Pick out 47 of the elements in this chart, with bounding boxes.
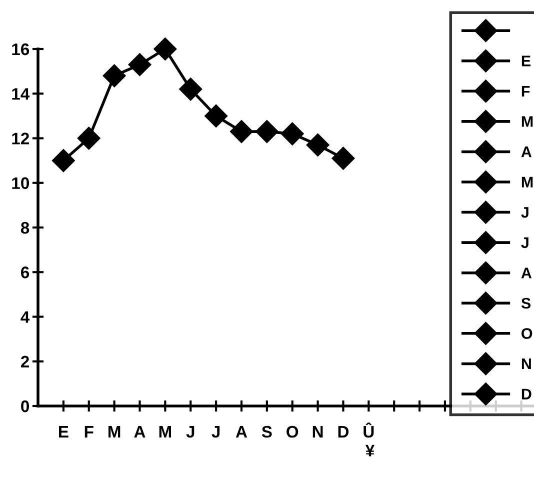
y-tick-label: 16 [12,43,30,56]
point [332,146,355,170]
point [255,120,278,144]
legend-label: M [522,116,533,127]
y-tick-label: 8 [20,222,30,234]
legend-label: O [522,328,532,339]
x-tick-label: M [159,426,172,438]
x-tick-label: M [108,426,120,438]
x-tick-label: J [212,426,220,438]
point [128,53,152,76]
x-tick-label: J [186,426,194,438]
legend-label: M [522,176,533,188]
point [179,78,202,101]
y-tick-label: 6 [21,266,30,278]
point [306,133,330,156]
x-tick-label: S [262,426,272,438]
y-tick-label: 0 [21,400,29,412]
x-tick-label: A [236,426,248,438]
y-tick-label: 4 [20,311,30,323]
legend-label: A [521,268,532,278]
point [280,122,304,146]
point [230,120,253,144]
x-tick-label: D [338,426,349,438]
legend-label: F [522,86,530,96]
x-tick-label: F [84,426,94,438]
legend-label: D [522,388,532,400]
point [52,149,75,172]
x-tick-label: E [58,426,68,438]
x-tick-label: A [134,426,146,438]
point [77,126,100,150]
point [204,104,228,128]
x-tick-label: N [312,426,323,438]
y-tick-label: 14 [12,88,30,100]
legend-label: J [521,237,528,248]
legend-label: E [522,56,531,66]
x-tick-label: Û [364,422,374,438]
legend-label: J [521,207,528,218]
y-tick-label: 10 [12,177,29,190]
point [102,64,126,88]
text: ¥ [365,444,375,456]
x-tick-label: O [286,426,298,438]
y-tick-label: 12 [12,132,29,144]
legend-label: A [521,146,532,158]
y-tick-label: 2 [20,356,29,368]
legend-label: N [522,358,531,370]
legend-label: S [521,298,531,309]
point [154,38,177,60]
